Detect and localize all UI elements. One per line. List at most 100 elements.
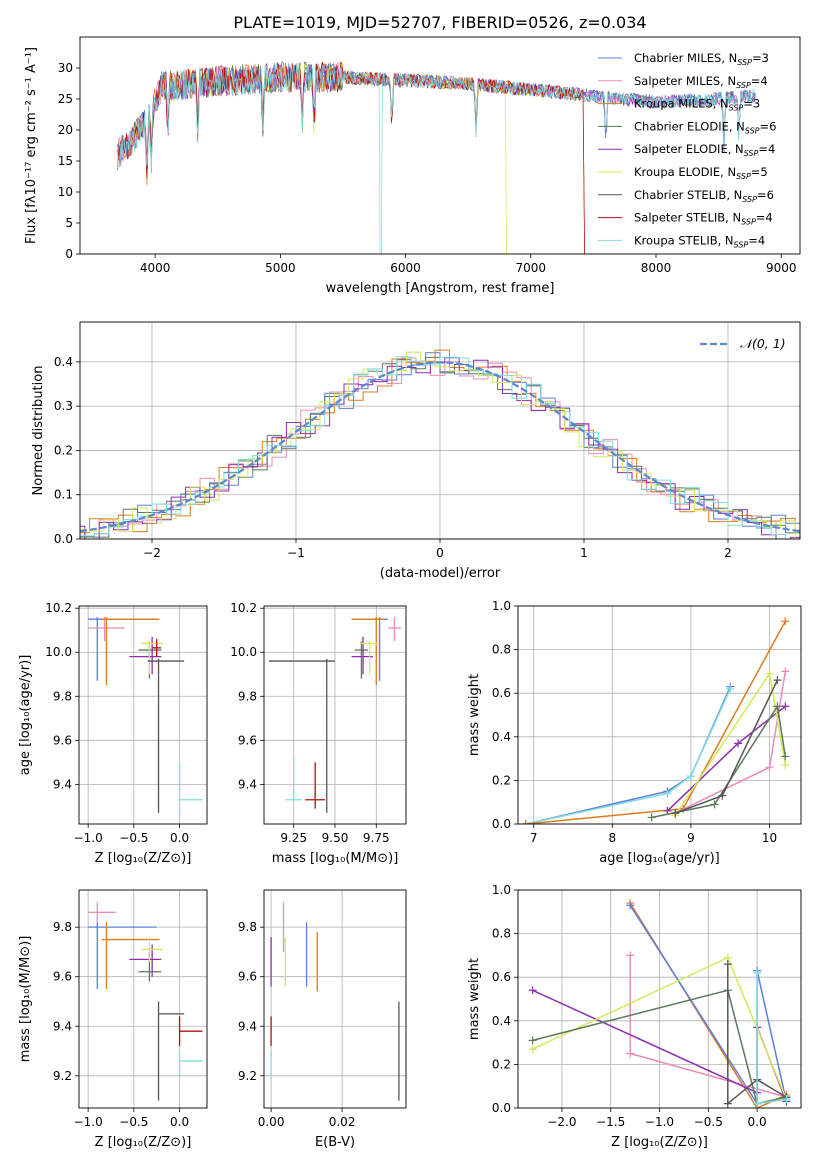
histogram-series [80,351,800,539]
x-tick-label: 0.0 [170,831,189,845]
legend-sub: SSP [736,81,751,90]
data-point [723,960,732,969]
y-tick-label: 5 [65,216,73,230]
x-tick-label: −0.5 [119,1115,148,1129]
data-point [521,820,530,824]
y-tick-label: 9.4 [238,1019,257,1033]
data-point [528,1036,537,1045]
x-tick-label: 10 [762,831,777,845]
plot-area [521,617,790,824]
axes-frame [78,605,208,825]
data-point [726,684,735,693]
data-point [647,813,656,822]
x-tick-label: −1.0 [74,1115,103,1129]
legend-sub: SSP [745,126,760,135]
plot-area [117,61,756,254]
y-tick-label: 0 [65,247,73,261]
x-tick-label: 9.25 [280,831,307,845]
legend-entry: Kroupa ELODIE, NSSP=5 [634,165,768,181]
spectrum-series [117,62,756,172]
legend-text: Chabrier ELODIE, N [634,119,745,133]
legend-tail: =4 [748,233,765,247]
x-tick-label: 7 [530,831,538,845]
data-point [710,800,719,809]
gaussian-curve [80,361,800,533]
y-axis-label: Normed distribution [31,366,46,496]
y-tick-label: 9.2 [53,1069,72,1083]
y-tick-label: 10.2 [230,601,257,615]
y-tick-label: 10.0 [230,645,257,659]
x-axis-label: (data-model)/error [380,566,501,581]
x-tick-label: 0.0 [748,1115,767,1129]
y-tick-label: 9.6 [238,970,257,984]
legend-sub: SSP [737,58,752,67]
legend-text: Kroupa ELODIE, N [634,165,736,179]
axes-frame [79,321,801,540]
plot-area [88,902,203,1101]
y-tick-label: 0.0 [54,532,73,546]
y-tick-label: 9.2 [238,1069,257,1083]
data-point [781,702,790,711]
legend-tail: =6 [760,119,777,133]
axes-frame [263,605,407,825]
data-point [753,1099,762,1108]
spectrum-series [117,62,756,254]
plot-area [268,617,402,813]
y-axis-label: mass weight [467,958,482,1040]
x-axis-label: Z [log₁₀(Z/Z⊙)] [611,1135,708,1150]
data-point [686,772,695,781]
y-tick-label: 0.2 [492,1057,511,1071]
legend-tail: =4 [751,74,768,88]
x-tick-label: −1.0 [74,831,103,845]
panel-residuals: −2 −1 0 1 2 0.0 0.1 0.2 0.3 0.4 (data-model)/error… [31,321,801,581]
x-tick-label: 0.0 [170,1115,189,1129]
panel-weight_vs_Z: −2.0 −1.5 −1.0 −0.5 0.0 0.0 0.2 0.4 0.6 0.8 1.0 Z [… [467,883,802,1150]
legend-entry: Salpeter ELODIE, NSSP=4 [634,142,775,158]
legend-text: Chabrier STELIB, N [634,188,742,202]
x-tick-label: 4000 [140,261,171,275]
x-tick-label: −0.5 [119,831,148,845]
x-tick-label: 1 [580,546,588,560]
data-point [773,676,782,685]
data-point [528,986,537,995]
x-tick-label: 0.02 [329,1115,356,1129]
legend-sub: SSP [734,240,749,249]
x-tick-label: 9.75 [363,831,390,845]
spectrum-series [117,61,585,254]
legend-sub: SSP [742,195,757,204]
y-axis-label: mass weight [467,674,482,756]
y-tick-label: 9.4 [53,1019,72,1033]
histogram-series [80,357,800,539]
y-tick-label: 0.0 [492,817,511,831]
y-tick-label: 0.1 [54,488,73,502]
spectrum-series [117,62,585,254]
x-tick-label: 0 [436,546,444,560]
x-tick-label: −1 [287,546,305,560]
panel-age_vs_mass: 9.25 9.50 9.75 9.4 9.6 9.8 10.0 10.2 mass [log₁₀… [230,601,407,866]
legend-tail: =3 [752,51,769,65]
y-tick-label: 9.8 [53,689,72,703]
legend-text: Salpeter ELODIE, N [634,142,744,156]
x-tick-label: 0.00 [258,1115,285,1129]
data-point [626,901,635,910]
y-tick-label: 9.4 [53,777,72,791]
x-tick-label: 9000 [766,261,797,275]
x-axis-label: mass [log₁₀(M/M⊙)] [272,851,399,866]
figure-title: PLATE=1019, MJD=52707, FIBERID=0526, z=0… [233,13,646,32]
legend-tail: =6 [757,188,774,202]
y-tick-label: 30 [58,61,73,75]
weight-series [532,989,787,1105]
axes-frame [517,605,802,825]
legend-sub: SSP [729,104,744,113]
y-tick-label: 0.8 [492,927,511,941]
histogram-series [80,356,800,539]
legend-text: Salpeter MILES, N [634,74,736,88]
x-tick-label: 7000 [516,261,547,275]
legend-entry: Chabrier MILES, NSSP=3 [634,51,769,67]
x-tick-label: 2 [724,546,732,560]
panel-spectrum: 4000 5000 6000 7000 8000 9000 0 5 10 15 20 25 30 wave… [24,36,801,296]
legend-text: Salpeter STELIB, N [634,211,741,225]
legend-text: Kroupa STELIB, N [634,233,734,247]
x-tick-label: 6000 [390,261,421,275]
